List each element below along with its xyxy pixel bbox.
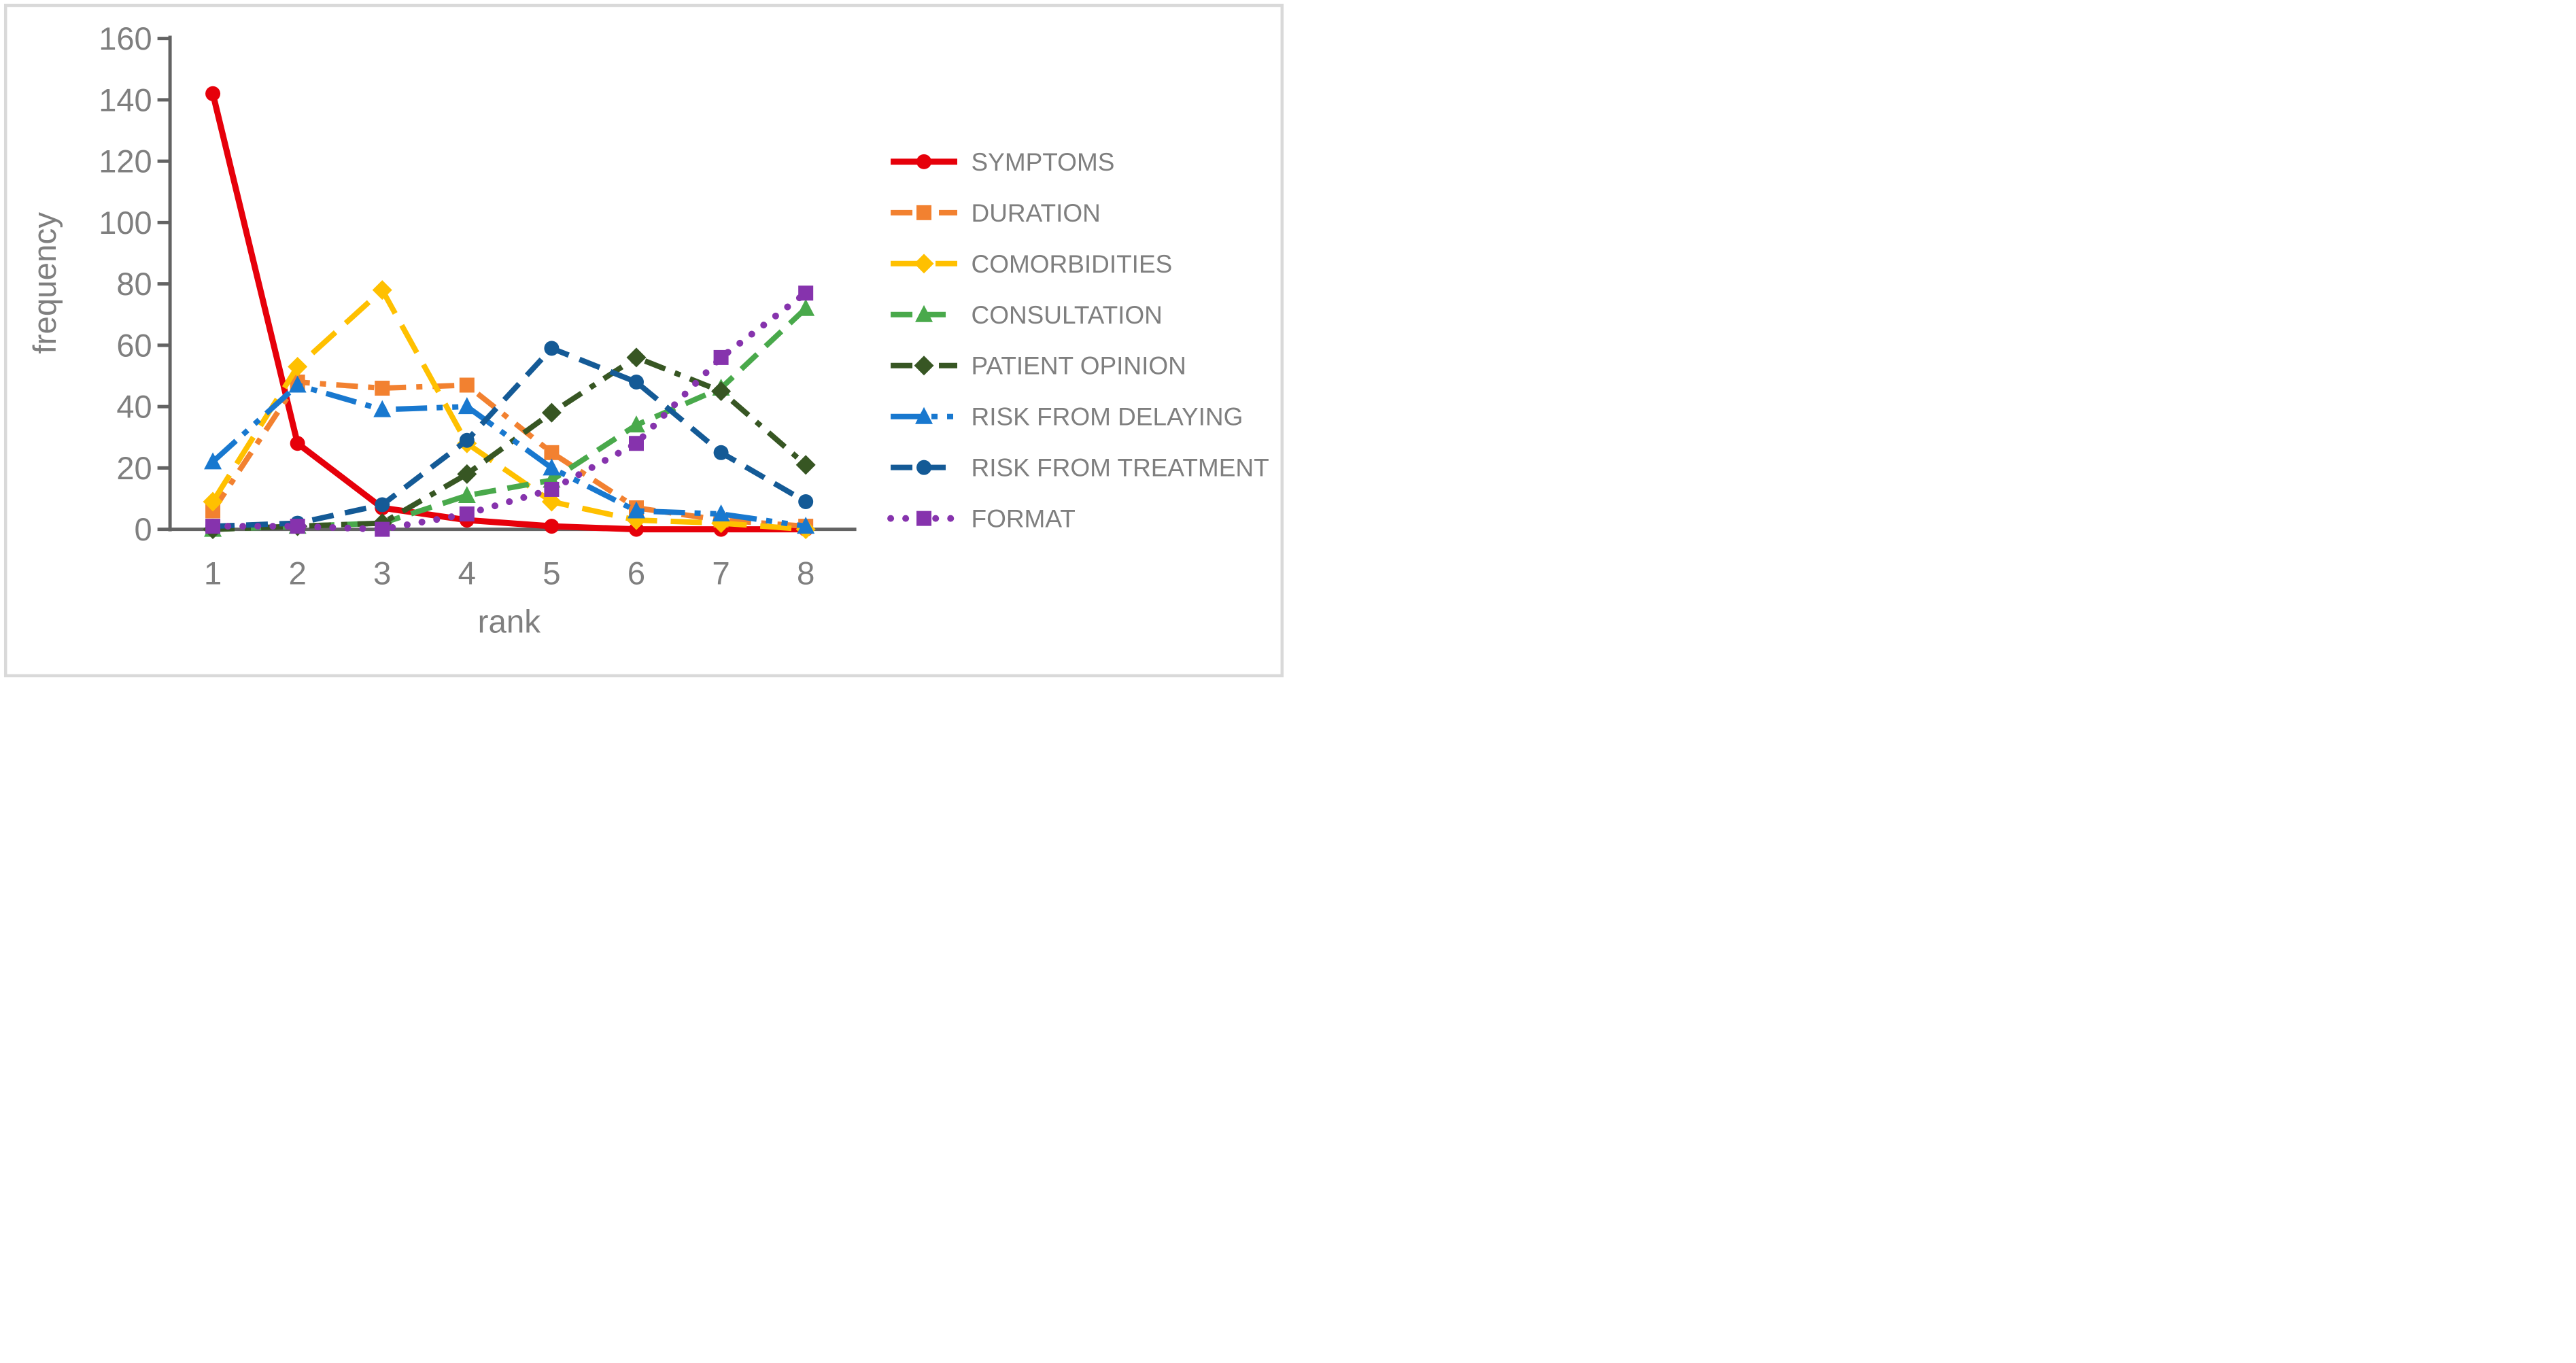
legend-item-symptoms: SYMPTOMS xyxy=(891,148,1114,176)
legend-label-risk-from-delaying: RISK FROM DELAYING xyxy=(972,403,1243,431)
x-tick-label: 6 xyxy=(628,556,645,592)
data-point-format-rank-2 xyxy=(290,519,305,534)
data-point-format-rank-7 xyxy=(713,349,729,365)
data-point-risk-from-delaying-rank-3 xyxy=(373,400,392,417)
x-axis-title: rank xyxy=(478,604,541,640)
data-point-risk-from-delaying-rank-8 xyxy=(797,517,815,534)
legend-label-patient-opinion: PATIENT OPINION xyxy=(972,352,1186,380)
data-point-patient-opinion-rank-8 xyxy=(795,455,816,475)
data-point-risk-from-treatment-rank-8 xyxy=(798,494,814,509)
legend-label-consultation: CONSULTATION xyxy=(972,301,1163,329)
y-tick-label: 140 xyxy=(99,82,152,118)
y-tick-label: 100 xyxy=(99,205,152,241)
legend: SYMPTOMS DURATION COMORBIDITIES CONSULTATIO… xyxy=(887,148,1269,533)
data-point-risk-from-treatment-rank-4 xyxy=(459,432,475,448)
legend-label-duration: DURATION xyxy=(972,199,1101,227)
line-chart: 0 20 40 60 80 100 120 140 160 1 2 3 4 5 6 7 8 SYMPTOMS DU… xyxy=(3,3,1284,678)
legend-item-duration: DURATION xyxy=(891,199,1101,227)
legend-marker-comorbidities xyxy=(914,254,934,274)
series-line-symptoms xyxy=(209,92,806,533)
legend-label-risk-from-treatment: RISK FROM TREATMENT xyxy=(972,454,1269,482)
series-format xyxy=(205,286,814,537)
x-tick-label: 7 xyxy=(712,556,729,592)
data-point-patient-opinion-rank-6 xyxy=(626,347,647,368)
legend-item-consultation: CONSULTATION xyxy=(891,301,1163,329)
data-point-comorbidities-rank-3 xyxy=(372,280,392,300)
y-tick-label: 160 xyxy=(99,20,152,56)
data-point-symptoms-rank-2 xyxy=(290,436,305,451)
series-line-risk-from-delaying xyxy=(211,382,806,530)
data-point-patient-opinion-rank-7 xyxy=(711,381,732,402)
series-line-patient-opinion xyxy=(212,354,808,532)
x-tick-label: 3 xyxy=(373,556,391,592)
data-point-risk-from-delaying-rank-2 xyxy=(288,375,307,393)
data-point-duration-rank-5 xyxy=(544,445,560,460)
data-point-format-rank-1 xyxy=(205,519,221,534)
x-tick-label: 8 xyxy=(797,556,814,592)
series-risk-from-delaying xyxy=(204,375,815,534)
data-point-format-rank-8 xyxy=(798,286,814,301)
legend-marker-consultation xyxy=(915,305,933,322)
data-point-symptoms-rank-5 xyxy=(544,519,560,534)
legend-item-comorbidities: COMORBIDITIES xyxy=(891,250,1172,278)
data-point-format-rank-5 xyxy=(544,481,560,497)
data-point-format-rank-4 xyxy=(459,506,475,522)
y-tick-label: 0 xyxy=(134,511,152,547)
legend-marker-patient-opinion xyxy=(914,356,934,376)
x-tick-label: 4 xyxy=(458,556,476,592)
legend-item-patient-opinion: PATIENT OPINION xyxy=(891,352,1186,380)
x-tick-label: 2 xyxy=(288,556,306,592)
y-axis-title: frequency xyxy=(27,212,63,354)
data-point-risk-from-treatment-rank-6 xyxy=(629,375,644,390)
chart-figure: 0 20 40 60 80 100 120 140 160 1 2 3 4 5 6 7 8 SYMPTOMS DU… xyxy=(0,0,1288,681)
x-tick-label: 1 xyxy=(204,556,222,592)
legend-label-symptoms: SYMPTOMS xyxy=(972,148,1115,176)
legend-item-format: FORMAT xyxy=(887,505,1076,533)
legend-item-risk-from-treatment: RISK FROM TREATMENT xyxy=(891,454,1269,482)
data-point-symptoms-rank-1 xyxy=(205,86,221,101)
data-point-risk-from-delaying-rank-1 xyxy=(204,452,222,470)
y-tick-label: 40 xyxy=(116,389,152,425)
data-point-consultation-rank-8 xyxy=(797,298,815,316)
data-point-patient-opinion-rank-5 xyxy=(541,402,562,423)
legend-label-format: FORMAT xyxy=(972,505,1076,533)
data-point-risk-from-delaying-rank-6 xyxy=(628,501,645,519)
series-line-risk-from-treatment xyxy=(212,345,808,530)
legend-item-risk-from-delaying: RISK FROM DELAYING xyxy=(891,403,1243,431)
data-point-risk-from-delaying-rank-7 xyxy=(712,504,730,522)
legend-marker-risk-from-delaying xyxy=(915,407,933,424)
series-symptoms xyxy=(205,86,814,537)
axes: 0 20 40 60 80 100 120 140 160 1 2 3 4 5 6 7 8 xyxy=(99,20,857,592)
data-point-risk-from-delaying-rank-5 xyxy=(543,458,561,476)
data-point-risk-from-treatment-rank-5 xyxy=(544,341,560,356)
legend-label-comorbidities: COMORBIDITIES xyxy=(972,250,1173,278)
data-point-duration-rank-3 xyxy=(375,381,390,396)
data-point-risk-from-delaying-rank-4 xyxy=(458,397,476,415)
y-tick-label: 60 xyxy=(116,327,152,363)
figure-border xyxy=(3,3,1284,678)
data-point-format-rank-6 xyxy=(629,436,644,451)
data-point-risk-from-treatment-rank-7 xyxy=(713,445,729,460)
series-line-comorbidities xyxy=(210,287,806,532)
legend-marker-symptoms xyxy=(916,154,932,169)
y-tick-label: 80 xyxy=(116,266,152,302)
data-point-comorbidities-rank-2 xyxy=(288,356,308,377)
series-layer xyxy=(203,86,816,540)
legend-marker-format xyxy=(916,511,932,526)
data-point-duration-rank-4 xyxy=(459,377,475,393)
data-point-format-rank-3 xyxy=(375,521,390,537)
y-tick-label: 20 xyxy=(116,450,152,486)
data-point-risk-from-treatment-rank-3 xyxy=(375,497,390,513)
series-line-format xyxy=(209,290,810,533)
x-tick-label: 5 xyxy=(543,556,560,592)
series-line-consultation xyxy=(212,306,808,532)
legend-marker-duration xyxy=(916,205,932,220)
legend-marker-risk-from-treatment xyxy=(916,460,932,475)
data-point-consultation-rank-6 xyxy=(628,415,645,433)
data-point-consultation-rank-4 xyxy=(458,485,476,503)
y-tick-label: 120 xyxy=(99,143,152,179)
data-point-patient-opinion-rank-4 xyxy=(457,464,477,484)
